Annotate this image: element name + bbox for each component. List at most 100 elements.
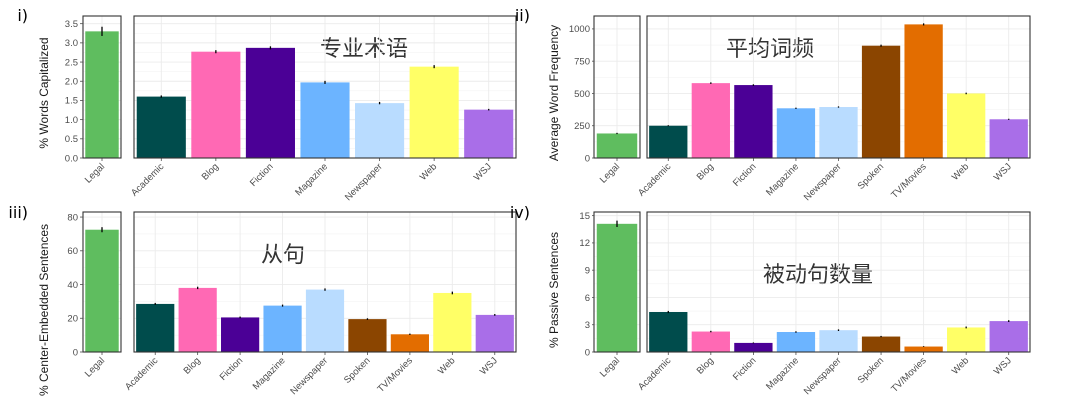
y-tick-label: 0.5	[65, 134, 78, 145]
x-tick-label-web: Web	[950, 355, 971, 376]
x-tick-label-newspaper: Newspaper	[343, 161, 385, 203]
x-tick-label-wsj: WSJ	[992, 355, 1014, 377]
x-tick-label-legal: Legal	[83, 161, 107, 185]
y-axis-label: % Center-Embedded Sentences	[37, 224, 51, 396]
annotation-text: 专业术语	[320, 37, 408, 62]
y-axis-label: % Passive Sentences	[547, 232, 561, 348]
legal-subplot: Legal	[82, 211, 122, 380]
panel-label: i)	[17, 6, 28, 25]
panel-2: ii) 平均词频 Average Word Frequency Legal Academ…	[515, 6, 1031, 203]
x-tick-label-tv-movies: TV/Movies	[889, 161, 929, 201]
x-tick-label-magazine: Magazine	[293, 161, 330, 198]
x-tick-label-blog: Blog	[695, 355, 716, 376]
bar-blog	[691, 331, 730, 352]
x-tick-label-blog: Blog	[200, 161, 221, 182]
y-tick-label: 0	[585, 347, 590, 358]
bar-newspaper	[819, 107, 858, 158]
x-tick-label-legal: Legal	[83, 355, 107, 379]
bar-fiction	[221, 317, 260, 352]
panel-border	[82, 211, 122, 353]
annotation-text: 被动句数量	[763, 263, 873, 288]
panel-border	[646, 15, 1031, 159]
x-tick-label-legal: Legal	[598, 161, 622, 185]
genre-subplot: Academic Blog Fiction Magazine Newspaper Spok…	[636, 15, 1031, 203]
x-tick-label-blog: Blog	[695, 161, 716, 182]
bar-spoken	[861, 45, 901, 158]
panel-3: iii)从句% Center-Embedded Sentences Legal Ac…	[8, 203, 517, 397]
panel-label: iv)	[510, 203, 530, 222]
y-tick-label: 1.0	[65, 115, 78, 126]
x-tick-label-magazine: Magazine	[251, 355, 288, 392]
y-tick-label: 3	[585, 320, 590, 331]
bar-fiction	[734, 85, 773, 158]
bar-wsj	[989, 119, 1028, 158]
panel-border	[82, 15, 122, 159]
x-tick-label-fiction: Fiction	[731, 355, 759, 383]
x-tick-label-fiction: Fiction	[731, 161, 759, 189]
annotation-text: 平均词频	[726, 37, 814, 62]
y-tick-label: 2.5	[65, 57, 78, 68]
x-tick-label-magazine: Magazine	[764, 355, 801, 392]
legal-subplot: Legal	[82, 15, 122, 186]
x-tick-label-tv-movies: TV/Movies	[376, 355, 416, 395]
x-tick-label-spoken: Spoken	[342, 355, 373, 386]
x-tick-label-academic: Academic	[636, 355, 673, 392]
bar-tv-movies	[904, 346, 943, 352]
bar-newspaper	[305, 289, 345, 352]
legal-subplot: Legal	[593, 15, 641, 186]
y-tick-label: 12	[579, 238, 590, 249]
bar-web	[409, 66, 459, 158]
bar-academic	[649, 312, 688, 352]
panel-1: i) 专业术语 % Words Capitalized Legal Academic Bl…	[17, 6, 517, 203]
legal-subplot: Legal	[593, 211, 641, 380]
x-tick-label-academic: Academic	[129, 161, 166, 198]
x-tick-label-legal: Legal	[598, 355, 622, 379]
bar-wsj	[989, 321, 1028, 352]
y-tick-label: 1000	[569, 24, 590, 35]
bar-academic	[136, 96, 186, 158]
bar-web	[947, 93, 986, 158]
y-tick-label: 0	[585, 153, 590, 164]
bar-wsj	[464, 109, 514, 158]
y-tick-label: 0	[73, 347, 78, 358]
y-tick-label: 750	[574, 56, 590, 67]
bar-blog	[691, 83, 730, 158]
x-tick-label-web: Web	[418, 161, 439, 182]
x-tick-label-academic: Academic	[123, 355, 160, 392]
bar-legal	[85, 31, 119, 159]
bar-blog	[191, 51, 241, 158]
y-tick-label: 9	[585, 265, 590, 276]
bar-newspaper	[355, 103, 405, 158]
bar-magazine	[300, 82, 350, 158]
x-tick-label-newspaper: Newspaper	[802, 355, 844, 397]
y-tick-label: 6	[585, 293, 590, 304]
bar-academic	[136, 303, 175, 352]
x-tick-label-tv-movies: TV/Movies	[889, 355, 929, 395]
y-axis-label: Average Word Frequency	[547, 25, 561, 161]
x-tick-label-academic: Academic	[636, 161, 673, 198]
y-axis-label: % Words Capitalized	[37, 37, 51, 148]
x-tick-label-magazine: Magazine	[764, 161, 801, 198]
y-tick-label: 500	[574, 89, 590, 100]
x-tick-label-blog: Blog	[182, 355, 203, 376]
bar-legal	[596, 133, 638, 158]
x-tick-label-newspaper: Newspaper	[288, 355, 330, 397]
y-tick-label: 250	[574, 121, 590, 132]
panel-4: iv) 被动句数量 % Passive Sentences Legal Academic…	[510, 203, 1031, 397]
x-tick-label-wsj: WSJ	[472, 161, 494, 183]
y-tick-label: 40	[67, 280, 78, 291]
bar-spoken	[861, 336, 901, 352]
x-tick-label-spoken: Spoken	[856, 161, 887, 192]
y-tick-label: 3.0	[65, 38, 78, 49]
x-tick-label-fiction: Fiction	[248, 161, 276, 189]
x-tick-label-newspaper: Newspaper	[802, 161, 844, 203]
panel-label: iii)	[8, 203, 28, 222]
bar-web	[433, 292, 472, 352]
panel-label: ii)	[515, 6, 530, 25]
x-tick-label-wsj: WSJ	[992, 161, 1014, 183]
y-tick-label: 2.0	[65, 77, 78, 88]
x-tick-label-web: Web	[436, 355, 457, 376]
y-tick-label: 60	[67, 246, 78, 257]
